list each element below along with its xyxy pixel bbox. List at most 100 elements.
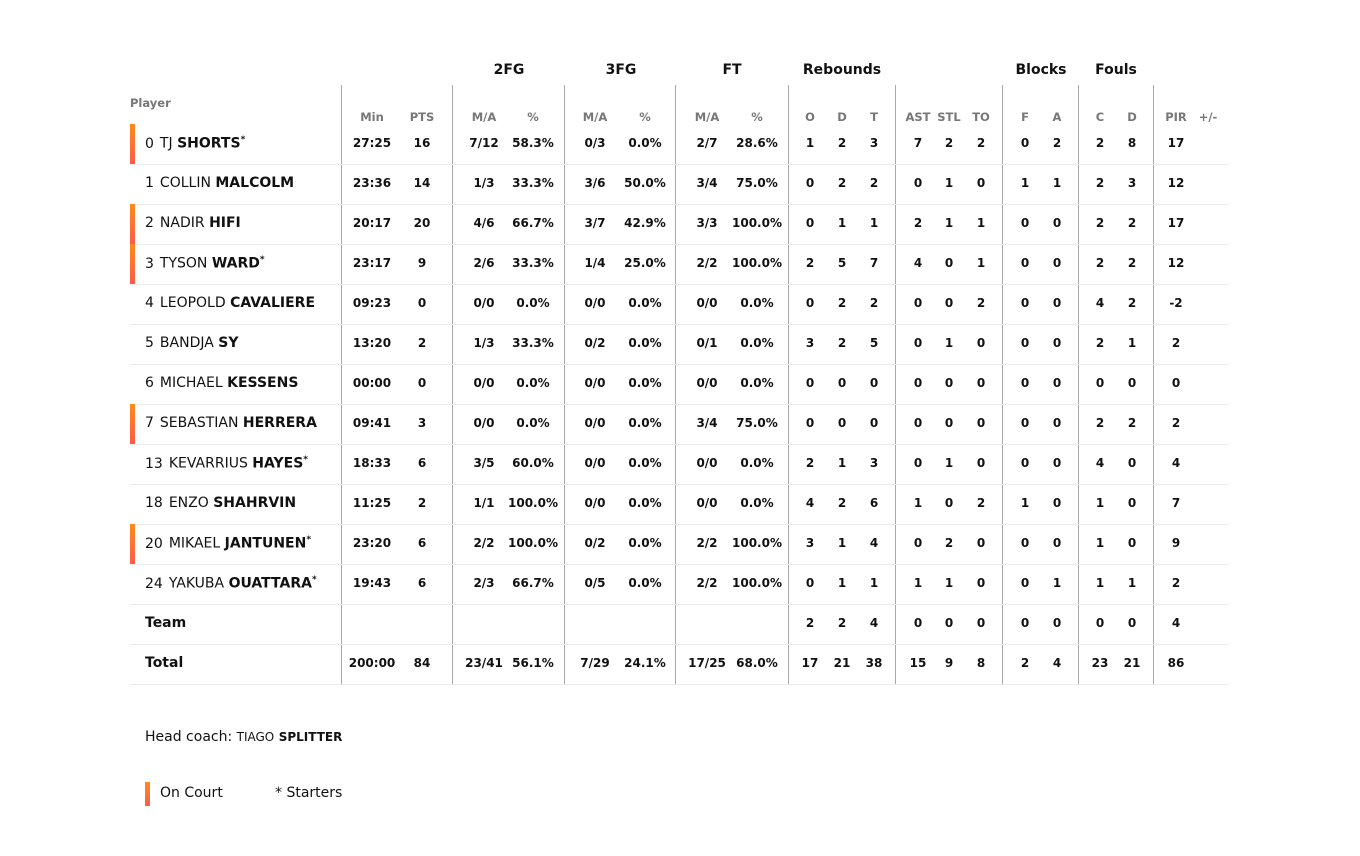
player-row[interactable]: 6 MICHAEL KESSENS 00:00 0 0/0 0.0% 0/0 0.0% 0/0 0…: [130, 364, 1228, 405]
stat-cell: 0/5: [584, 576, 606, 590]
stat-cell: 2: [805, 256, 815, 270]
player-name[interactable]: 13 KEVARRIUS HAYES*: [145, 455, 308, 472]
on-court-indicator: [130, 404, 135, 444]
stat-cell: 0: [976, 576, 986, 590]
column-header[interactable]: TO: [972, 110, 990, 124]
stat-cell: 3/7: [584, 216, 606, 230]
column-header[interactable]: PIR: [1165, 110, 1187, 124]
stat-cell: 86: [1167, 656, 1185, 670]
stat-cell: 2: [1127, 416, 1137, 430]
stat-cell: 23:17: [352, 256, 392, 270]
stat-cell: 24.1%: [624, 656, 666, 670]
player-row[interactable]: 20 MIKAEL JANTUNEN* 23:20 6 2/2 100.0% 0/2 0.0%…: [130, 524, 1228, 565]
stat-cell: 6: [869, 496, 879, 510]
player-header: Player: [130, 96, 171, 110]
column-header[interactable]: AST: [905, 110, 931, 124]
stat-cell: 18:33: [352, 456, 392, 470]
column-header[interactable]: T: [870, 110, 878, 124]
stat-cell: 0: [976, 376, 986, 390]
stat-cell: 0.0%: [740, 456, 774, 470]
column-header[interactable]: PTS: [409, 110, 435, 124]
column-header[interactable]: %: [639, 110, 651, 124]
player-name[interactable]: 2 NADIR HIFI: [145, 215, 241, 231]
stat-cell: 0: [1127, 496, 1137, 510]
stat-cell: 1: [1020, 496, 1030, 510]
column-header[interactable]: M/A: [582, 110, 608, 124]
player-row[interactable]: 5 BANDJA SY 13:20 2 1/3 33.3% 0/2 0.0% 0/1 0.0% 3 2…: [130, 324, 1228, 365]
stat-cell: 2: [1171, 576, 1181, 590]
player-name[interactable]: 0 TJ SHORTS*: [145, 135, 245, 152]
starter-marker: *: [303, 455, 309, 465]
player-number: 3: [145, 255, 154, 272]
player-name[interactable]: 7 SEBASTIAN HERRERA: [145, 415, 317, 431]
stat-cell: 0: [1020, 216, 1030, 230]
player-number: 6: [145, 375, 154, 391]
stat-cell: 1: [976, 256, 986, 270]
stat-cell: 0/0: [584, 416, 606, 430]
column-header[interactable]: M/A: [694, 110, 720, 124]
player-number: 1: [145, 175, 154, 191]
stat-cell: 2: [1127, 216, 1137, 230]
player-name[interactable]: 4 LEOPOLD CAVALIERE: [145, 295, 315, 311]
player-name[interactable]: 20 MIKAEL JANTUNEN*: [145, 535, 311, 552]
stat-cell: 17: [801, 656, 819, 670]
stat-cell: 200:00: [348, 656, 396, 670]
stat-cell: 2: [1095, 416, 1105, 430]
column-header[interactable]: D: [837, 110, 847, 124]
stat-cell: 1: [837, 576, 847, 590]
stat-cell: 4: [1095, 296, 1105, 310]
column-header[interactable]: +/-: [1198, 110, 1218, 124]
stat-cell: 23: [1091, 656, 1109, 670]
column-header[interactable]: C: [1095, 110, 1105, 124]
player-name[interactable]: 5 BANDJA SY: [145, 335, 239, 351]
stat-cell: 0: [913, 336, 923, 350]
stat-cell: 33.3%: [512, 256, 554, 270]
stat-cell: 2: [1020, 656, 1030, 670]
stat-cell: 1: [1020, 176, 1030, 190]
stat-cell: 0: [976, 616, 986, 630]
player-row[interactable]: 18 ENZO SHAHRVIN 11:25 2 1/1 100.0% 0/0 0.0% 0/0…: [130, 484, 1228, 525]
stat-cell: 0/0: [584, 376, 606, 390]
stat-cell: 0: [1052, 416, 1062, 430]
player-name[interactable]: 3 TYSON WARD*: [145, 255, 265, 272]
column-header[interactable]: %: [751, 110, 763, 124]
player-row[interactable]: 4 LEOPOLD CAVALIERE 09:23 0 0/0 0.0% 0/0 0.0% 0/…: [130, 284, 1228, 325]
on-court-indicator: [130, 244, 135, 284]
stat-cell: 2/6: [473, 256, 495, 270]
column-header[interactable]: %: [527, 110, 539, 124]
player-row[interactable]: 24 YAKUBA OUATTARA* 19:43 6 2/3 66.7% 0/5 0.0% 2…: [130, 564, 1228, 605]
column-header[interactable]: O: [805, 110, 815, 124]
player-row[interactable]: 1 COLLIN MALCOLM 23:36 14 1/3 33.3% 3/6 50.0% 3/…: [130, 164, 1228, 205]
column-header[interactable]: A: [1052, 110, 1062, 124]
column-header[interactable]: D: [1127, 110, 1137, 124]
player-row[interactable]: 0 TJ SHORTS* 27:25 16 7/12 58.3% 0/3 0.0% 2/7 28.…: [130, 124, 1228, 165]
stat-cell: 0: [837, 376, 847, 390]
player-row[interactable]: 2 NADIR HIFI 20:17 20 4/6 66.7% 3/7 42.9% 3/3 100…: [130, 204, 1228, 245]
stat-cell: 0/0: [584, 496, 606, 510]
stat-cell: 2: [837, 176, 847, 190]
player-last-name: KESSENS: [227, 375, 299, 391]
stat-cell: 66.7%: [512, 576, 554, 590]
player-name[interactable]: 24 YAKUBA OUATTARA*: [145, 575, 317, 592]
column-header[interactable]: M/A: [471, 110, 497, 124]
stat-cell: 0: [869, 376, 879, 390]
player-row[interactable]: 3 TYSON WARD* 23:17 9 2/6 33.3% 1/4 25.0% 2/2 100…: [130, 244, 1228, 285]
stat-cell: 100.0%: [508, 496, 558, 510]
player-name[interactable]: 1 COLLIN MALCOLM: [145, 175, 294, 191]
stat-cell: 1: [837, 216, 847, 230]
stat-cell: 0/0: [696, 456, 718, 470]
column-header[interactable]: F: [1021, 110, 1029, 124]
stat-cell: 1/3: [473, 336, 495, 350]
player-number: 0: [145, 135, 154, 152]
stat-cell: 2: [837, 296, 847, 310]
stat-cell: 0/2: [584, 336, 606, 350]
stat-cell: 0: [944, 376, 954, 390]
player-row[interactable]: 13 KEVARRIUS HAYES* 18:33 6 3/5 60.0% 0/0 0.0% 0…: [130, 444, 1228, 485]
player-row[interactable]: 7 SEBASTIAN HERRERA 09:41 3 0/0 0.0% 0/0 0.0% 3/…: [130, 404, 1228, 445]
stat-cell: 100.0%: [732, 216, 782, 230]
column-header[interactable]: STL: [937, 110, 961, 124]
player-name[interactable]: 6 MICHAEL KESSENS: [145, 375, 298, 391]
column-header[interactable]: Min: [360, 110, 384, 124]
player-name[interactable]: 18 ENZO SHAHRVIN: [145, 495, 296, 511]
column-divider: [675, 85, 676, 685]
